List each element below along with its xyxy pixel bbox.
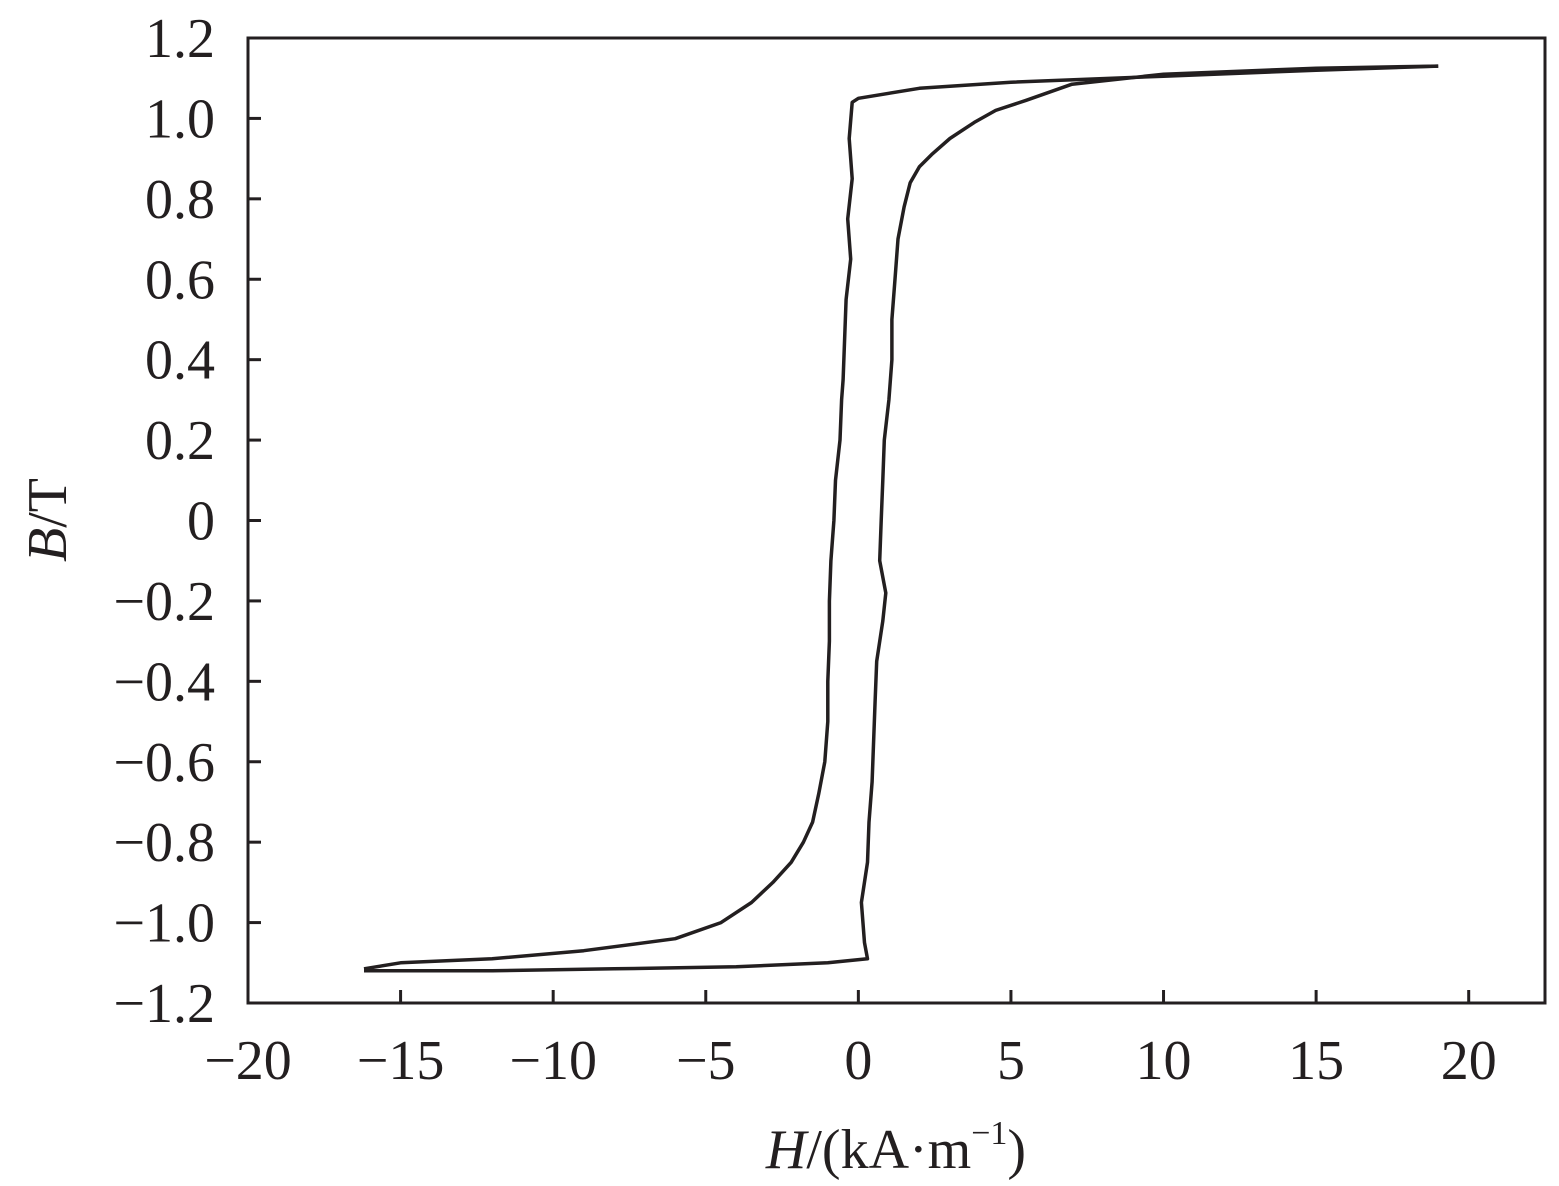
y-tick-label: 1.0 xyxy=(145,88,215,150)
y-tick-label: 0 xyxy=(187,491,215,553)
x-tick-label: −10 xyxy=(509,1030,597,1092)
y-tick-label: −1.2 xyxy=(113,973,215,1035)
y-axis-label: B/T xyxy=(17,478,79,562)
y-axis-label-unit: /T xyxy=(17,478,79,528)
y-tick-label: 0.2 xyxy=(145,410,215,472)
y-tick-label: −0.4 xyxy=(113,651,215,713)
x-axis-label-close: ) xyxy=(1007,1119,1026,1181)
plot-frame xyxy=(246,36,1547,1005)
y-axis-label-symbol: B xyxy=(17,528,79,562)
y-tick-label: −0.8 xyxy=(113,812,215,874)
y-tick-label: −1.0 xyxy=(113,893,215,955)
x-tick-label: 20 xyxy=(1441,1030,1497,1092)
series-line-descending-branch xyxy=(363,64,1439,971)
x-tick-label: −5 xyxy=(676,1030,736,1092)
y-tick-label: 0.8 xyxy=(145,169,215,231)
x-tick-label: −20 xyxy=(204,1030,292,1092)
x-axis-ticks: −20 −15 −10 −5 0 5 10 15 20 xyxy=(204,990,1497,1092)
y-tick-label: −0.2 xyxy=(113,571,215,633)
x-axis-label: H/(kA·m−1) xyxy=(765,1115,1026,1181)
y-tick-label: 1.2 xyxy=(145,8,215,70)
x-tick-label: 0 xyxy=(844,1030,872,1092)
x-tick-label: 5 xyxy=(997,1030,1025,1092)
x-axis-label-exponent: −1 xyxy=(971,1115,1007,1152)
x-axis-label-symbol: H xyxy=(765,1119,809,1181)
y-tick-label: −0.6 xyxy=(113,732,215,794)
y-tick-label: 0.4 xyxy=(145,330,215,392)
x-tick-label: 15 xyxy=(1288,1030,1344,1092)
x-tick-label: −15 xyxy=(357,1030,445,1092)
x-tick-label: 10 xyxy=(1136,1030,1192,1092)
series-lines xyxy=(363,64,1439,973)
y-axis-ticks: 1.2 1.0 0.8 0.6 0.4 0.2 0 −0.2 −0.4 −0.6 −0.8 −1.0 −… xyxy=(113,8,261,1035)
series-line-ascending-branch xyxy=(364,64,1439,973)
x-axis-label-unit: /(kA·m xyxy=(806,1119,971,1181)
y-tick-label: 0.6 xyxy=(145,249,215,311)
